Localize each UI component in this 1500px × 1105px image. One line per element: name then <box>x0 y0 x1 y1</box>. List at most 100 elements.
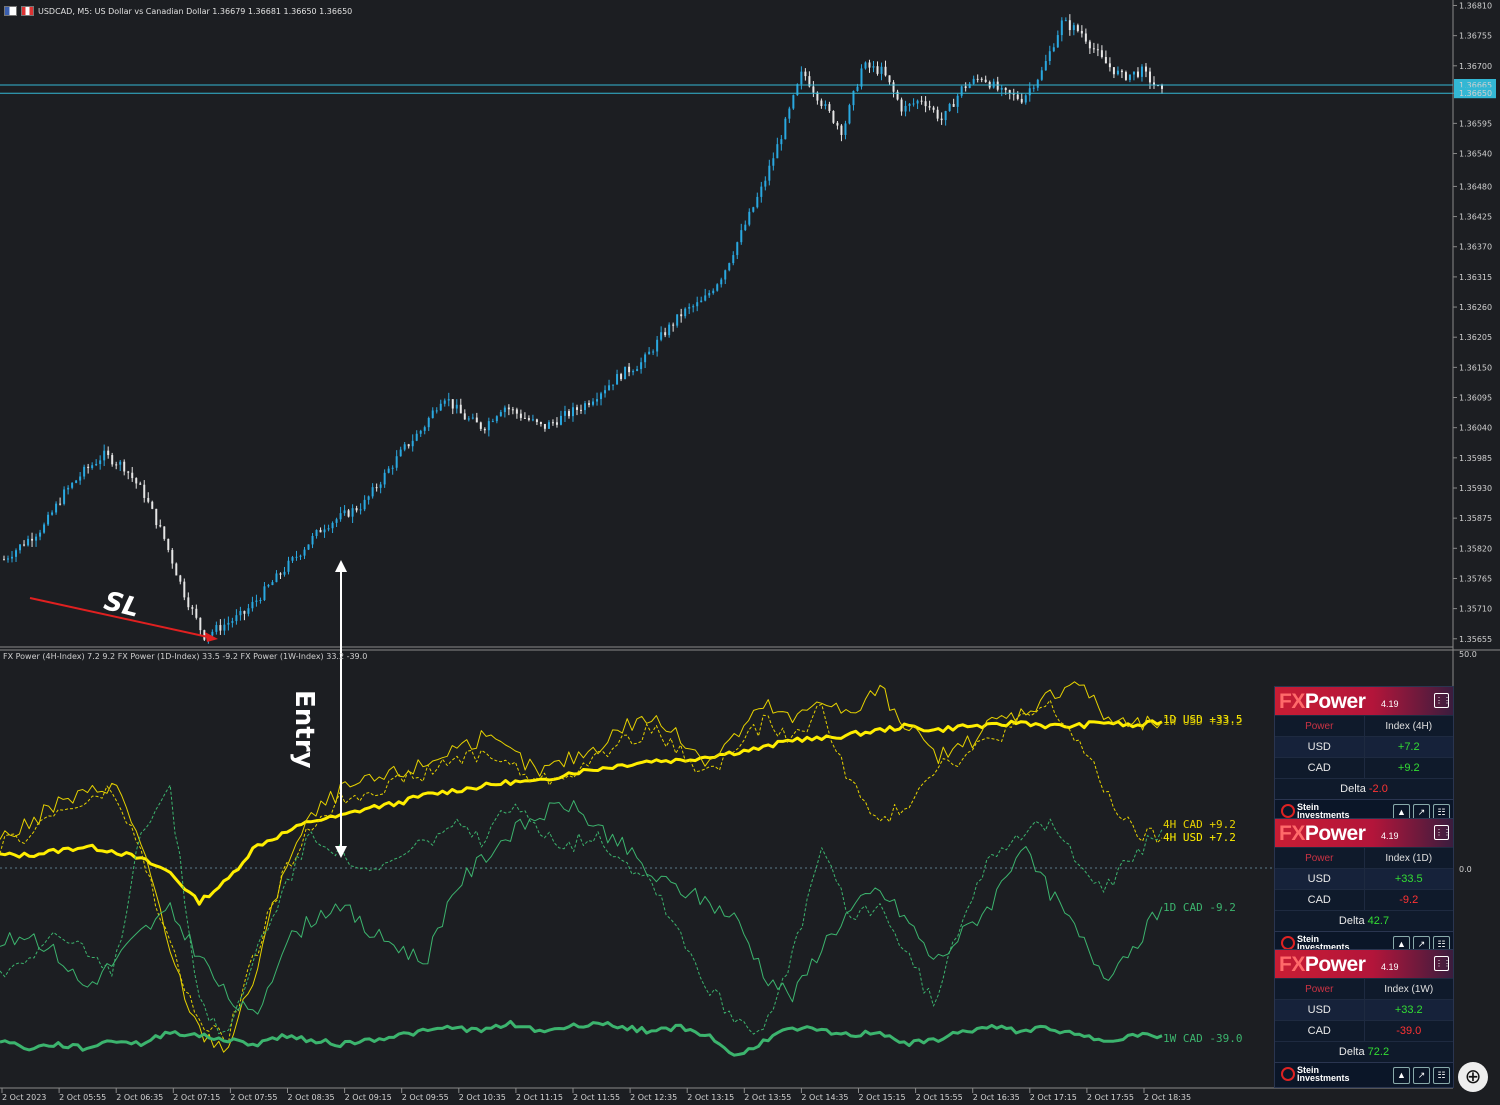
delta-value: 42.7 <box>1367 915 1390 927</box>
delta-row: Delta -2.0 <box>1275 778 1453 799</box>
candle-body <box>91 465 94 469</box>
candle-body <box>1072 25 1075 31</box>
candle-body <box>664 332 667 336</box>
indicator-axis: 50.0 0.0 <box>1459 650 1477 874</box>
candle-body <box>467 418 470 420</box>
candle-body <box>820 100 823 106</box>
candle-body <box>668 324 671 336</box>
time-tick-label: 2 Oct 15:15 <box>859 1093 906 1102</box>
series-label-4h-usd: 4H USD +7.2 <box>1163 831 1236 844</box>
candle-body <box>539 422 542 424</box>
time-tick-label: 2 Oct 08:35 <box>288 1093 335 1102</box>
candle-body <box>111 455 114 465</box>
candle-body <box>143 484 146 498</box>
candle-body <box>804 71 807 77</box>
candle-body <box>588 403 591 405</box>
candle-body <box>972 78 975 84</box>
candle-body <box>1052 47 1055 52</box>
candle-body <box>1108 63 1111 68</box>
candle-body <box>720 279 723 285</box>
candle-body <box>1028 88 1031 96</box>
version-label: 4.19 <box>1381 699 1399 709</box>
candle-body <box>375 487 378 489</box>
candle-body <box>131 472 134 479</box>
candle-body <box>239 611 242 616</box>
candle-body <box>319 530 322 533</box>
candle-body <box>423 427 426 431</box>
candle-body <box>183 581 186 598</box>
candle-body <box>824 104 827 106</box>
series-label-4h-cad: 4H CAD +9.2 <box>1163 818 1236 831</box>
candle-body <box>1080 30 1083 34</box>
candle-body <box>764 180 767 187</box>
candle-body <box>1024 95 1027 103</box>
candle-body <box>908 103 911 106</box>
time-axis: 2 Oct 2023 2 Oct 05:55 2 Oct 06:35 2 Oct 07… <box>1 1088 1191 1102</box>
candle-body <box>780 139 783 145</box>
candle-body <box>431 410 434 419</box>
ask-price-tag <box>1454 79 1496 90</box>
grid-menu-icon[interactable]: ☷ <box>1433 1067 1450 1084</box>
panel-footer: Stein Investments ▲ ↗ ☷ <box>1275 1062 1453 1087</box>
panel-menu-icon[interactable]: ⋮⋮ <box>1434 693 1451 708</box>
candle-body <box>924 101 927 107</box>
candle-body <box>932 107 935 110</box>
candle-body <box>119 461 122 465</box>
candle-body <box>35 536 38 541</box>
candle-body <box>7 558 10 560</box>
panel-menu-icon[interactable]: ⋮⋮ <box>1434 956 1451 971</box>
currency-cell: USD <box>1275 868 1365 890</box>
candle-body <box>243 611 246 614</box>
series-label-1d-usd: 1D USD +33.5 <box>1163 713 1242 726</box>
currency-cell: CAD <box>1275 889 1365 910</box>
alert-bell-icon[interactable]: ▲ <box>1393 1067 1410 1084</box>
zoom-magnifier-icon[interactable]: ⊕ <box>1458 1062 1488 1092</box>
price-tick-label: 1.36260 <box>1459 303 1492 312</box>
candle-body <box>996 81 999 90</box>
candle-body <box>439 403 442 411</box>
candle-body <box>491 421 494 423</box>
candle-body <box>395 456 398 468</box>
candle-body <box>704 295 707 301</box>
candle-body <box>964 86 967 88</box>
chart-trend-icon[interactable]: ↗ <box>1413 1067 1430 1084</box>
candle-body <box>231 621 234 623</box>
candle-body <box>387 468 390 473</box>
candle-body <box>415 433 418 441</box>
candle-body <box>884 66 887 76</box>
fxpower-logo: FXPower <box>1279 690 1366 713</box>
candle-body <box>1148 71 1151 83</box>
candle-body <box>543 423 546 429</box>
delta-label: Delta <box>1338 1046 1365 1058</box>
candle-body <box>339 513 342 520</box>
candle-body <box>263 586 266 601</box>
indicator-tick-label: 50.0 <box>1459 650 1477 659</box>
candle-body <box>295 556 298 558</box>
candle-body <box>175 563 178 576</box>
candle-body <box>503 407 506 413</box>
candle-body <box>724 270 727 280</box>
company-name: Stein Investments <box>1297 934 1350 952</box>
candle-body <box>772 158 775 166</box>
candle-body <box>612 384 615 386</box>
candle-body <box>1076 25 1079 31</box>
candle-body <box>87 466 90 469</box>
candle-body <box>123 461 126 472</box>
candle-body <box>656 339 659 352</box>
candle-body <box>648 351 651 355</box>
candle-body <box>323 529 326 533</box>
price-tick-label: 1.35710 <box>1459 605 1492 614</box>
candle-body <box>864 62 867 69</box>
time-tick-label: 2 Oct 18:35 <box>1144 1093 1191 1102</box>
candle-body <box>499 412 502 417</box>
index-col-header: Index (1W) <box>1364 978 1453 1000</box>
candle-body <box>15 550 18 557</box>
panel-menu-icon[interactable]: ⋮⋮ <box>1434 825 1451 840</box>
indicator-tick-label: 0.0 <box>1459 865 1472 874</box>
candle-body <box>592 401 595 405</box>
fxpower-logo: FXPower <box>1279 953 1366 976</box>
candle-body <box>195 608 198 618</box>
candle-body <box>712 290 715 294</box>
candle-body <box>1036 79 1039 88</box>
